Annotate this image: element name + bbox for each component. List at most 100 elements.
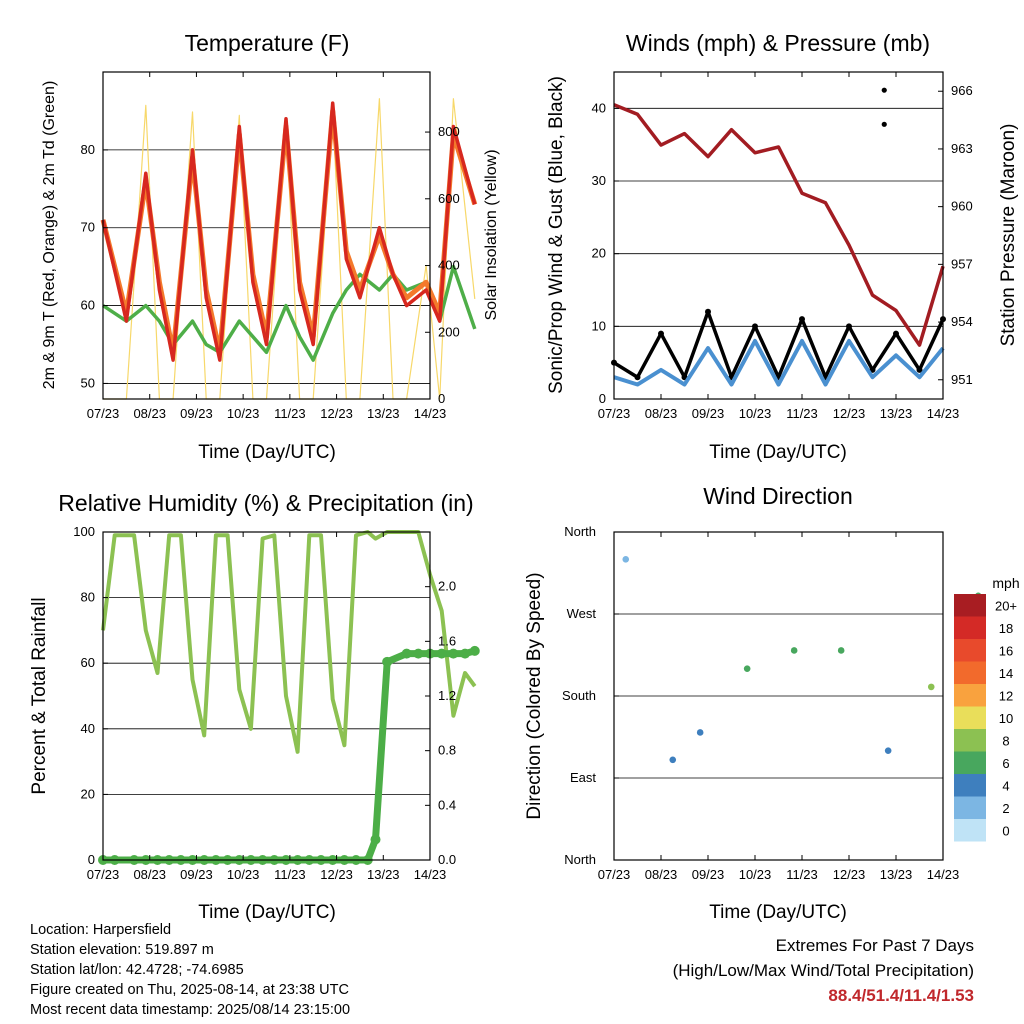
direction-grid: [614, 613, 943, 779]
temperature-ytick-label: 50: [81, 375, 95, 390]
winds-xtick-label: 07/23: [598, 406, 631, 421]
temperature-xtick-label: 14/23: [414, 406, 447, 421]
wind-gust-point: [634, 374, 641, 381]
precipitation-point: [460, 648, 471, 659]
precip-y2tick-label: 0.0: [438, 852, 456, 867]
direction-series: [622, 556, 982, 764]
winds-ytick-label: 20: [592, 246, 606, 261]
direction-xtick-label: 13/23: [880, 867, 913, 882]
direction-point: [927, 683, 935, 691]
humidity-xtick-label: 08/23: [133, 867, 166, 882]
solar-y2tick-label: 600: [438, 191, 460, 206]
colorbar-swatch: [954, 819, 986, 842]
colorbar-title: mph: [992, 575, 1019, 591]
precip-y2tick-label: 1.2: [438, 688, 456, 703]
humidity-xtick-label: 14/23: [414, 867, 447, 882]
temperature-ytick-label: 60: [81, 298, 95, 313]
colorbar-label: 12: [999, 688, 1013, 703]
winds-ytick-label: 30: [592, 173, 606, 188]
temperature-panel: Temperature (F) 07/23 08/23 09/23 10/23 11/2…: [41, 30, 500, 463]
humidity-ytick-label: 40: [81, 721, 95, 736]
temperature-xtick-label: 13/23: [367, 406, 400, 421]
colorbar-label: 16: [999, 643, 1013, 658]
station-pressure-line: [613, 103, 945, 347]
winds-ticks: 07/23 08/23 09/23 10/23 11/23 12/23 13/23 14/23…: [592, 72, 973, 421]
winds-xlabel: Time (Day/UTC): [709, 442, 847, 463]
elevation-text: Station elevation: 519.897 m: [30, 942, 214, 958]
precipitation-point: [401, 648, 412, 659]
solar-y2tick-label: 200: [438, 324, 460, 339]
winds-title: Winds (mph) & Pressure (mb): [626, 30, 930, 56]
station-info: Location: Harpersfield Station elevation…: [30, 920, 350, 1020]
precip-y2tick-label: 1.6: [438, 633, 456, 648]
temperature-xtick-label: 11/23: [274, 406, 306, 421]
winds-xtick-label: 08/23: [645, 406, 678, 421]
wind-direction-panel: Wind Direction 07/23 08/23 09/23 10/23 11/23…: [524, 483, 1020, 923]
direction-point: [696, 729, 704, 736]
precip-y2tick-label: 2.0: [438, 579, 456, 594]
wind-gust-point: [752, 323, 758, 330]
colorbar-swatch: [954, 661, 986, 684]
humidity-precip-panel: Relative Humidity (%) & Precipitation (i…: [29, 490, 480, 923]
solar-y2tick-label: 0: [438, 391, 445, 406]
colorbar-label: 18: [999, 621, 1013, 636]
winds-plot-frame: [613, 71, 944, 400]
humidity-xtick-label: 07/23: [87, 867, 120, 882]
humidity-ytick-label: 80: [81, 590, 95, 605]
direction-point: [743, 665, 751, 672]
wind-speed-line: [613, 338, 945, 387]
colorbar-swatch: [954, 774, 986, 797]
pressure-y2tick-label: 951: [951, 372, 973, 387]
direction-xlabel: Time (Day/UTC): [709, 902, 847, 923]
pressure-y2tick-label: 957: [951, 256, 973, 271]
direction-title: Wind Direction: [703, 483, 853, 509]
direction-xtick-label: 07/23: [598, 867, 631, 882]
winds-xtick-label: 09/23: [692, 406, 725, 421]
precipitation-point: [469, 645, 480, 656]
direction-point: [622, 556, 630, 563]
precipitation-point: [448, 648, 459, 659]
humidity-ytick-label: 100: [73, 524, 95, 539]
humidity-xtick-label: 09/23: [180, 867, 213, 882]
colorbar-swatch: [954, 639, 986, 662]
extremes-heading: Extremes For Past 7 Days: [775, 936, 974, 955]
temperature-xtick-label: 09/23: [180, 406, 213, 421]
temperature-xtick-label: 12/23: [320, 406, 353, 421]
precipitation-line: [103, 647, 476, 864]
temperature-ticks: 07/23 08/23 09/23 10/23 11/23 12/23 13/23 14/23…: [81, 72, 460, 421]
precip-y2tick-label: 0.8: [438, 743, 456, 758]
extremes-values: 88.4/51.4/11.4/1.53: [828, 986, 974, 1005]
direction-ytick-label: North: [564, 852, 596, 867]
temperature-xtick-label: 07/23: [87, 406, 120, 421]
direction-xtick-label: 11/23: [786, 867, 818, 882]
direction-ytick-label: West: [567, 606, 597, 621]
precip-y2tick-label: 0.4: [438, 797, 456, 812]
direction-xtick-label: 14/23: [927, 867, 960, 882]
wind-gust-point: [846, 323, 852, 330]
wind-gust-point: [916, 366, 923, 373]
humidity-ylabel: Percent & Total Rainfall: [29, 597, 50, 794]
colorbar-label: 8: [1002, 733, 1009, 748]
colorbar-label: 10: [999, 711, 1013, 726]
direction-ticks: 07/23 08/23 09/23 10/23 11/23 12/23 13/23 14/23…: [562, 524, 959, 882]
humidity-xtick-label: 12/23: [320, 867, 353, 882]
direction-xtick-label: 10/23: [739, 867, 772, 882]
precipitation-point: [413, 648, 424, 659]
colorbar-label: 2: [1002, 801, 1009, 816]
direction-point: [837, 647, 845, 654]
wind-gust-line: [613, 310, 945, 379]
humidity-xtick-label: 10/23: [227, 867, 260, 882]
pressure-y2tick-label: 960: [951, 199, 973, 214]
colorbar-swatch: [954, 684, 986, 707]
pressure-ylabel: Station Pressure (Maroon): [998, 124, 1019, 347]
colorbar-swatch: [954, 729, 986, 752]
humidity-ytick-label: 0: [88, 852, 95, 867]
colorbar-label: 4: [1002, 778, 1009, 793]
winds-xtick-label: 13/23: [880, 406, 913, 421]
humidity-xtick-label: 13/23: [367, 867, 400, 882]
humidity-plot-frame: [102, 531, 431, 861]
direction-point: [884, 747, 892, 754]
colorbar-swatch: [954, 706, 986, 729]
wind-gust-point: [799, 316, 805, 323]
